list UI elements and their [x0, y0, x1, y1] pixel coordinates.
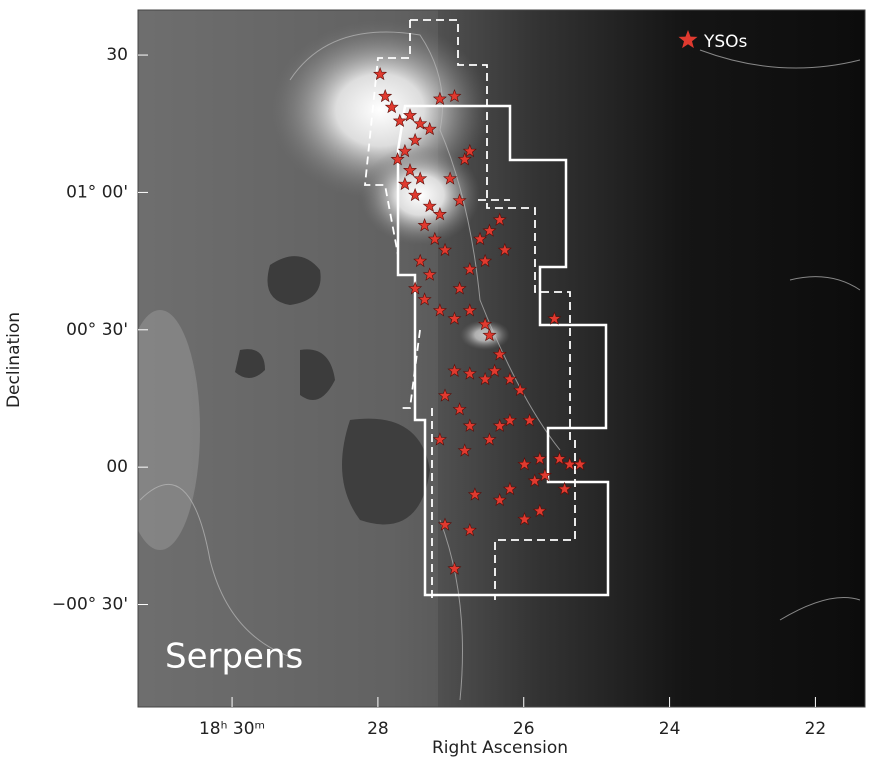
- legend-marker: [678, 30, 698, 49]
- yso-marker: [497, 242, 512, 257]
- yso-marker: [492, 418, 507, 432]
- survey-boundary: [396, 104, 610, 597]
- background-map: [138, 10, 865, 707]
- yso-marker: [478, 253, 493, 268]
- yso-marker: [557, 481, 572, 496]
- yso-marker: [373, 66, 388, 81]
- yso-marker: [492, 212, 507, 226]
- yso-marker: [502, 371, 517, 386]
- yso-marker: [443, 171, 458, 185]
- yso-marker: [417, 292, 432, 306]
- y-tick-label: 00° 30': [66, 320, 128, 340]
- x-tick-label: 26: [513, 719, 535, 739]
- yso-marker: [462, 303, 477, 317]
- y-axis-label: Declination: [4, 312, 24, 408]
- yso-marker: [502, 413, 517, 427]
- yso-marker: [462, 261, 477, 276]
- yso-marker: [427, 231, 442, 246]
- yso-marker: [502, 481, 517, 496]
- x-tick-label: 18ʰ 30ᵐ: [199, 719, 265, 739]
- yso-marker: [532, 503, 547, 518]
- yso-marker: [457, 443, 472, 457]
- yso-marker: [482, 432, 497, 446]
- yso-marker: [462, 143, 477, 158]
- yso-marker: [522, 413, 537, 427]
- yso-marker: [378, 88, 393, 103]
- yso-marker: [482, 327, 497, 342]
- yso-marker: [478, 371, 493, 386]
- yso-marker: [462, 366, 477, 380]
- y-tick-label: 00: [106, 457, 128, 477]
- yso-marker: [397, 143, 412, 158]
- yso-marker: [487, 363, 502, 378]
- x-tick-label: 24: [659, 719, 681, 739]
- yso-marker: [447, 363, 462, 378]
- yso-marker: [532, 451, 547, 465]
- yso-marker: [432, 91, 447, 106]
- yso-marker: [384, 99, 399, 114]
- yso-marker: [432, 207, 447, 221]
- yso-marker: [402, 163, 418, 177]
- yso-marker: [392, 113, 407, 128]
- x-tick-label: 22: [805, 719, 827, 739]
- yso-marker: [422, 198, 437, 213]
- yso-marker: [513, 382, 528, 397]
- yso-marker: [447, 311, 462, 325]
- yso-marker: [437, 242, 453, 257]
- yso-marker: [390, 152, 405, 166]
- yso-marker: [408, 187, 423, 202]
- yso-marker: [547, 311, 562, 325]
- yso-marker: [478, 316, 493, 331]
- yso-marker: [572, 457, 587, 471]
- yso-marker: [452, 402, 467, 416]
- yso-marker: [413, 253, 428, 268]
- yso-marker: [452, 193, 467, 207]
- yso-marker: [413, 171, 428, 185]
- yso-marker: [432, 303, 447, 317]
- yso-marker: [552, 451, 567, 465]
- yso-marker: [467, 487, 482, 501]
- annotation: Serpens: [165, 637, 303, 677]
- yso-marker: [517, 457, 532, 471]
- x-tick-label: 28: [367, 719, 389, 739]
- yso-marker: [408, 281, 423, 295]
- yso-marker: [537, 468, 552, 482]
- yso-marker: [452, 281, 467, 295]
- x-axis-label: Right Ascension: [432, 738, 568, 758]
- survey-boundary-dashed: [364, 19, 576, 600]
- yso-marker: [447, 561, 462, 575]
- yso-marker: [447, 88, 462, 103]
- yso-marker: [527, 473, 542, 487]
- yso-marker: [472, 231, 488, 246]
- yso-marker: [437, 517, 453, 531]
- yso-marker: [462, 522, 477, 537]
- yso-marker: [432, 432, 447, 446]
- yso-marker: [397, 176, 412, 191]
- yso-marker: [422, 267, 437, 281]
- yso-marker: [482, 223, 497, 237]
- yso-marker: [402, 108, 418, 122]
- yso-marker: [417, 218, 432, 232]
- plot-frame: [137, 9, 866, 708]
- y-tick-label: 01° 00': [66, 182, 128, 202]
- yso-marker: [437, 388, 453, 402]
- yso-marker: [422, 121, 437, 136]
- y-tick-label: 30: [106, 45, 128, 65]
- yso-marker: [408, 132, 423, 147]
- yso-marker: [462, 418, 477, 432]
- yso-marker: [492, 347, 507, 361]
- yso-marker: [517, 512, 532, 526]
- yso-marker: [413, 116, 428, 130]
- yso-marker: [457, 152, 472, 166]
- y-tick-label: −00° 30': [52, 595, 128, 615]
- yso-marker: [492, 492, 507, 507]
- legend-label: YSOs: [703, 32, 748, 52]
